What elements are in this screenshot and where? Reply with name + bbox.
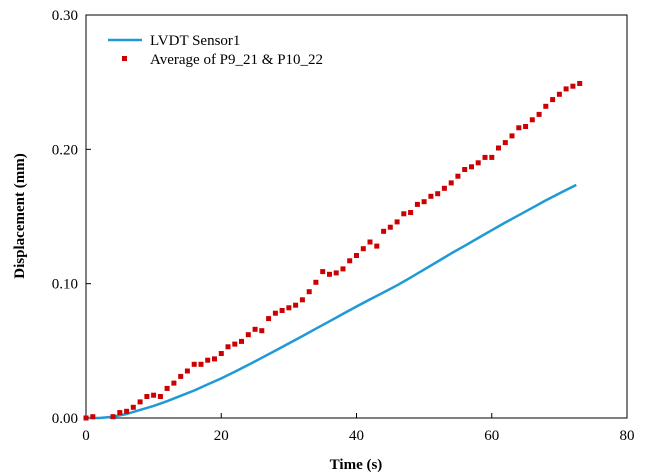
data-point-average (529, 117, 535, 123)
data-point-average (252, 326, 258, 332)
data-point-average (272, 310, 278, 316)
data-point-average (218, 351, 224, 356)
y-tick-label: 0.10 (52, 277, 78, 293)
data-point-average (198, 361, 204, 367)
data-point-average (340, 266, 346, 272)
x-tick-label: 0 (82, 428, 90, 444)
data-point-average (232, 341, 238, 347)
data-point-average (360, 246, 366, 252)
data-point-average (408, 210, 414, 215)
data-point-average (455, 173, 461, 179)
data-point-average (462, 167, 468, 172)
data-point-average (347, 258, 353, 264)
data-point-average (421, 199, 427, 205)
data-point-average (130, 404, 136, 410)
data-point-average (496, 145, 501, 151)
legend-marker-swatch (122, 56, 127, 61)
data-point-average (299, 297, 305, 303)
data-point-average (401, 211, 407, 217)
data-point-average (563, 86, 569, 92)
data-point-average (381, 228, 387, 234)
series-layer (83, 81, 583, 421)
data-point-average (191, 361, 197, 367)
x-tick-label: 80 (620, 428, 635, 444)
data-point-average (333, 270, 339, 276)
data-point-average (516, 125, 522, 131)
data-point-average (556, 91, 562, 97)
y-tick-label: 0.20 (52, 142, 78, 158)
data-point-average (286, 305, 292, 311)
data-point-average (387, 224, 393, 230)
data-point-average (428, 193, 434, 199)
data-point-average (245, 332, 251, 338)
data-point-average (577, 81, 583, 86)
data-point-average (259, 328, 265, 334)
y-tick-label: 0.30 (52, 8, 78, 24)
data-point-average (523, 124, 529, 129)
data-point-average (320, 269, 326, 275)
data-point-average (90, 414, 96, 420)
data-point-average (394, 219, 400, 225)
legend: LVDT Sensor1 Average of P9_21 & P10_22 (108, 33, 323, 68)
data-point-average (475, 160, 481, 166)
data-point-average (225, 344, 231, 350)
y-tick-label: 0.00 (52, 411, 78, 427)
data-point-average (543, 103, 549, 109)
data-point-average (157, 394, 163, 399)
data-point-average (137, 399, 143, 405)
y-axis-title: Displacement (mm) (12, 153, 28, 278)
data-point-average (117, 410, 123, 416)
x-tick-label: 20 (214, 428, 229, 444)
data-point-average (570, 83, 576, 89)
data-point-average (469, 164, 474, 170)
x-axis: 0 20 40 60 80 (82, 413, 635, 444)
data-point-average (550, 97, 556, 103)
data-point-average (171, 380, 177, 386)
data-point-average (482, 154, 488, 160)
data-point-average (178, 373, 184, 379)
data-point-average (374, 243, 380, 249)
x-tick-label: 40 (349, 428, 364, 444)
series-line-lvdt-sensor1 (86, 183, 577, 420)
data-point-average (502, 140, 508, 146)
y-axis: 0.00 0.10 0.20 0.30 (52, 8, 91, 427)
data-point-average (110, 414, 116, 420)
data-point-average (293, 302, 299, 308)
x-tick-label: 60 (484, 428, 499, 444)
legend-label-lvdt: LVDT Sensor1 (150, 33, 240, 49)
data-point-average (489, 154, 495, 160)
legend-label-average: Average of P9_21 & P10_22 (150, 52, 323, 68)
data-point-average (354, 253, 359, 258)
data-point-average (144, 394, 150, 399)
data-point-average (435, 191, 441, 197)
data-point-average (313, 279, 319, 285)
data-point-average (536, 111, 542, 117)
data-point-average (151, 392, 157, 398)
data-point-average (448, 180, 454, 186)
data-point-average (124, 408, 130, 414)
data-point-average (279, 308, 285, 313)
plot-area-frame (85, 14, 628, 419)
data-point-average (184, 368, 190, 374)
data-point-average (205, 357, 211, 363)
data-point-average (83, 415, 89, 421)
data-point-average (327, 271, 332, 277)
x-axis-title: Time (s) (330, 457, 383, 473)
data-point-average (164, 385, 170, 391)
data-point-average (266, 316, 272, 322)
data-point-average (367, 239, 373, 245)
data-point-average (414, 201, 420, 207)
data-point-average (212, 356, 217, 362)
data-point-average (239, 338, 244, 344)
data-point-average (306, 289, 312, 295)
data-point-average (509, 133, 515, 139)
data-point-average (441, 185, 447, 191)
